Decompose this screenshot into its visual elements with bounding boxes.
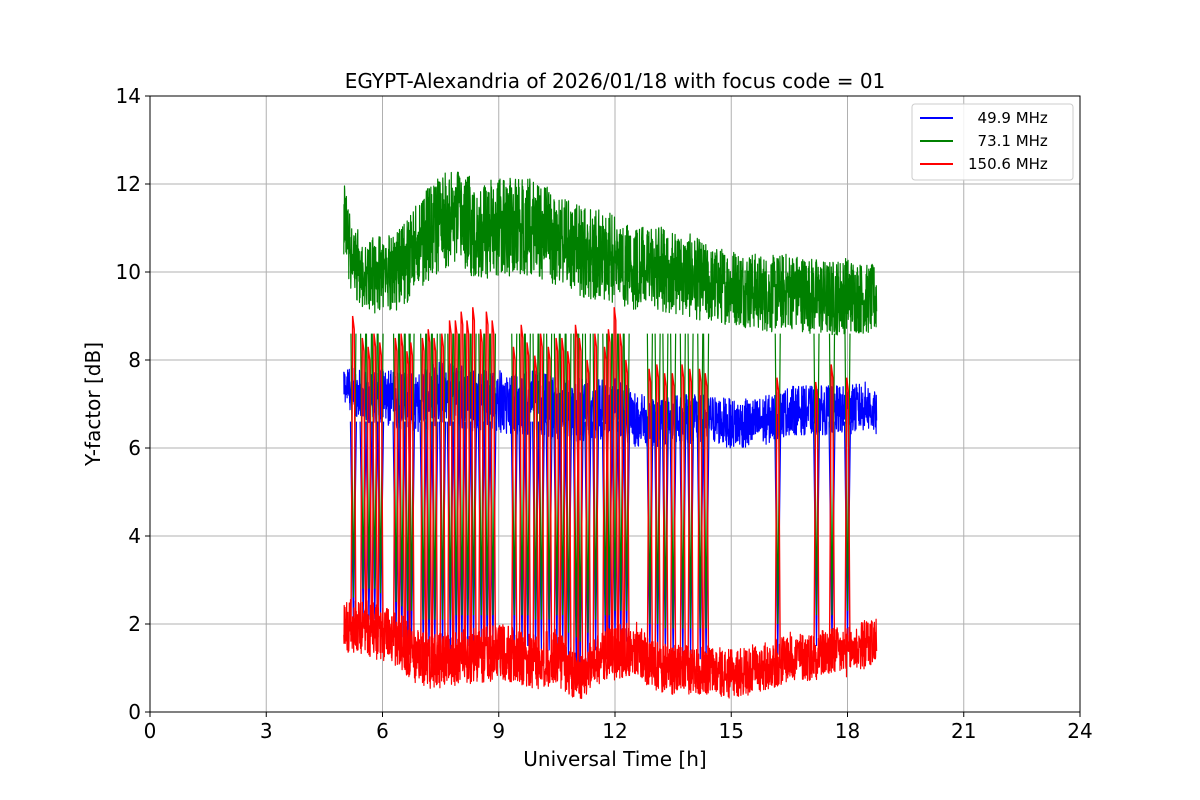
y-tick-label: 14 <box>116 84 141 108</box>
burst-spike-150-6 <box>470 307 477 660</box>
x-tick-label: 21 <box>951 719 976 743</box>
burst-spike-150-6 <box>844 377 851 655</box>
burst-spike-150-6 <box>365 346 373 633</box>
x-tick-label: 0 <box>144 719 157 743</box>
legend-box <box>911 103 1074 181</box>
series-layer <box>343 171 878 699</box>
burst-spike-150-6 <box>377 342 384 638</box>
burst-spike-150-6 <box>584 359 592 677</box>
burst-spike-150-6 <box>431 337 439 664</box>
x-tick-label: 24 <box>1067 719 1092 743</box>
burst-spike-150-6 <box>532 355 539 664</box>
x-tick-label: 3 <box>260 719 273 743</box>
burst-spike-150-6 <box>559 337 566 660</box>
burst-spike-150-6 <box>518 324 526 660</box>
y-tick-label: 10 <box>116 260 141 284</box>
burst-spike-150-6 <box>483 311 491 660</box>
burst-spike-150-6 <box>669 373 677 673</box>
y-tick-label: 2 <box>128 612 141 636</box>
burst-spike-150-6 <box>392 337 400 647</box>
burst-spike-150-6 <box>350 315 357 642</box>
burst-spike-150-6 <box>439 333 446 664</box>
burst-spike-150-6 <box>611 307 619 655</box>
burst-spike-150-6 <box>489 320 497 660</box>
x-tick-label: 6 <box>376 719 389 743</box>
burst-spike-150-6 <box>605 329 613 660</box>
x-tick-label: 18 <box>835 719 860 743</box>
legend-entry-150-6: 150.6 MHz <box>968 155 1048 173</box>
burst-spike-150-6 <box>592 333 599 664</box>
x-tick-label: 12 <box>602 719 627 743</box>
y-tick-label: 4 <box>128 524 141 548</box>
burst-spike-150-6 <box>464 320 471 660</box>
burst-spike-150-6 <box>828 364 836 660</box>
burst-spike-150-6 <box>458 311 466 660</box>
y-tick-label: 12 <box>116 172 141 196</box>
y-tick-label: 8 <box>128 348 141 372</box>
x-tick-label: 15 <box>719 719 744 743</box>
burst-spike-150-6 <box>687 368 694 673</box>
legend-entry-49-9: 49.9 MHz <box>968 109 1048 127</box>
burst-spike-150-6 <box>545 346 553 664</box>
burst-spike-150-6 <box>702 373 710 673</box>
burst-spike-150-6 <box>538 333 545 664</box>
burst-spike-150-6 <box>371 333 378 633</box>
chart-title: EGYPT-Alexandria of 2026/01/18 with focu… <box>345 69 886 93</box>
burst-spike-150-6 <box>576 337 584 686</box>
legend-entry-73-1: 73.1 MHz <box>968 132 1048 150</box>
legend: 49.9 MHz 73.1 MHz 150.6 MHz <box>911 103 1074 181</box>
burst-spike-150-6 <box>623 359 630 655</box>
x-tick-label: 9 <box>492 719 505 743</box>
burst-spike-150-6 <box>408 342 415 655</box>
burst-spike-150-6 <box>359 337 367 633</box>
y-tick-label: 6 <box>128 436 141 460</box>
burst-spike-150-6 <box>452 320 460 660</box>
burst-spike-150-6 <box>679 364 687 673</box>
y-tick-label: 0 <box>128 700 141 724</box>
series-line-73-1 <box>343 171 878 336</box>
y-axis-label: Y-factor [dB] <box>81 342 105 467</box>
burst-spike-150-6 <box>617 333 625 655</box>
burst-spike-150-6 <box>774 377 781 669</box>
burst-spike-150-6 <box>697 368 704 673</box>
burst-spike-150-6 <box>565 351 572 677</box>
burst-spike-150-6 <box>511 346 518 660</box>
burst-spike-150-6 <box>398 333 406 651</box>
burst-spike-150-6 <box>654 364 661 669</box>
burst-spike-150-6 <box>419 337 427 664</box>
burst-spike-150-6 <box>646 368 654 669</box>
burst-spike-150-6 <box>425 329 433 664</box>
burst-spike-150-6 <box>447 320 454 664</box>
burst-spike-150-6 <box>478 329 485 660</box>
burst-spike-150-6 <box>662 373 669 673</box>
x-axis-label: Universal Time [h] <box>523 747 706 771</box>
burst-spike-150-6 <box>553 337 561 660</box>
burst-spike-150-6 <box>524 342 532 660</box>
burst-spike-150-6 <box>813 381 820 660</box>
